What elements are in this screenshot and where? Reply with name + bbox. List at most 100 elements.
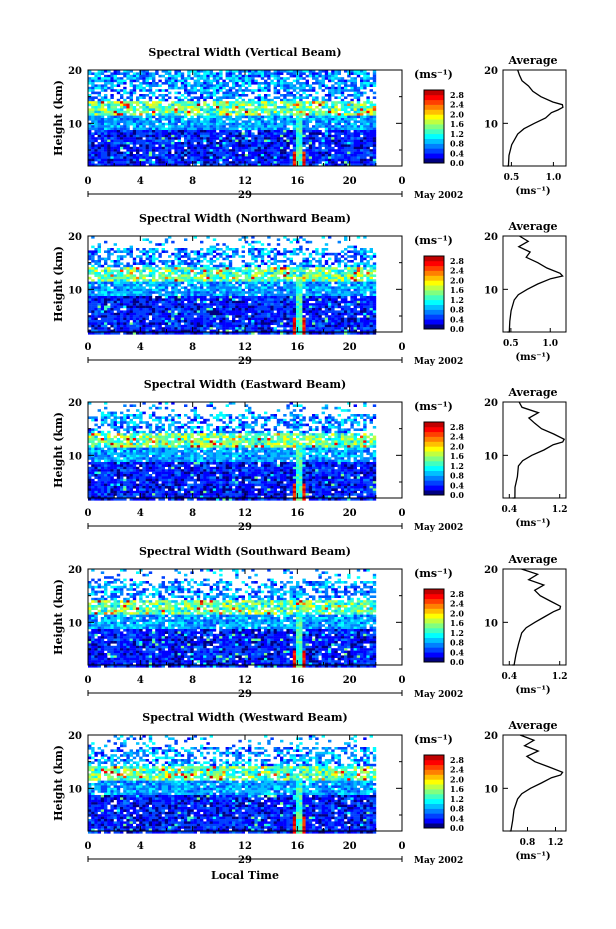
heatmap-cell	[107, 267, 111, 270]
heatmap-cell	[120, 72, 124, 75]
heatmap-cell	[136, 163, 140, 167]
heatmap-cell	[193, 70, 197, 73]
heatmap-cell	[248, 250, 252, 253]
heatmap-cell	[369, 130, 373, 133]
heatmap-cell	[91, 300, 95, 304]
heatmap-cell	[328, 134, 332, 138]
heatmap-cell	[344, 130, 348, 133]
heatmap-cell	[257, 98, 261, 102]
heatmap-cell	[328, 120, 332, 123]
heatmap-cell	[299, 137, 303, 140]
heatmap-cell	[225, 322, 229, 325]
heatmap-cell	[177, 305, 181, 309]
heatmap-cell	[100, 115, 105, 119]
heatmap-cell	[155, 108, 159, 111]
heatmap-cell	[222, 272, 226, 275]
heatmap-cell	[200, 305, 204, 309]
heatmap-cell	[158, 127, 162, 131]
heatmap-cell	[120, 120, 124, 123]
heatmap-cell	[196, 281, 201, 285]
heatmap-cell	[196, 82, 201, 85]
heatmap-cell	[180, 94, 185, 97]
heatmap-cell	[321, 134, 325, 138]
heatmap-cell	[184, 106, 188, 109]
heatmap-cell	[228, 110, 233, 114]
heatmap-cell	[158, 308, 162, 311]
heatmap-cell	[104, 312, 108, 316]
heatmap-cell	[283, 144, 287, 147]
heatmap-cell	[260, 120, 265, 123]
heatmap-cell	[152, 262, 156, 265]
heatmap-cell	[116, 154, 121, 157]
heatmap-cell	[190, 288, 194, 292]
heatmap-cell	[216, 74, 220, 78]
heatmap-cell	[209, 163, 213, 167]
heatmap-cell	[161, 142, 165, 145]
heatmap-cell	[286, 154, 290, 157]
heatmap-cell	[107, 320, 111, 323]
heatmap-cell	[94, 132, 98, 135]
heatmap-cell	[139, 77, 143, 80]
heatmap-cell	[206, 310, 210, 313]
heatmap-cell	[126, 332, 130, 335]
heatmap-cell	[270, 279, 274, 282]
heatmap-cell	[190, 312, 194, 316]
heatmap-cell	[206, 151, 210, 155]
heatmap-cell	[206, 308, 210, 311]
heatmap-cell	[142, 327, 146, 330]
heatmap-cell	[308, 106, 313, 109]
heatmap-cell	[308, 115, 313, 119]
heatmap-cell	[212, 329, 217, 333]
heatmap-cell	[321, 144, 325, 147]
heatmap-cell	[107, 137, 111, 140]
heatmap-cell	[113, 264, 117, 268]
heatmap-cell	[168, 154, 172, 157]
heatmap-cell	[305, 158, 309, 162]
heatmap-cell	[200, 137, 204, 140]
heatmap-cell	[168, 91, 172, 95]
heatmap-cell	[100, 89, 105, 92]
heatmap-cell	[212, 84, 217, 87]
heatmap-cell	[289, 110, 293, 114]
heatmap-cell	[196, 317, 201, 321]
heatmap-cell	[123, 132, 127, 135]
heatmap-cell	[296, 96, 300, 99]
heatmap-cell	[206, 158, 210, 162]
heatmap-cell	[171, 82, 175, 85]
heatmap-cell	[312, 89, 316, 92]
heatmap-cell	[254, 158, 258, 162]
heatmap-cell	[136, 103, 140, 107]
heatmap-cell	[142, 262, 146, 265]
heatmap-cell	[187, 267, 191, 270]
heatmap-cell	[302, 125, 306, 128]
heatmap-cell	[283, 82, 287, 85]
heatmap-cell	[251, 240, 255, 244]
heatmap-cell	[267, 139, 271, 143]
heatmap-cell	[222, 310, 226, 313]
heatmap-cell	[238, 310, 242, 313]
heatmap-cell	[123, 91, 127, 95]
heatmap-cell	[97, 260, 101, 263]
heatmap-cell	[200, 248, 204, 251]
heatmap-cell	[350, 108, 354, 111]
heatmap-cell	[113, 103, 117, 107]
heatmap-cell	[366, 108, 370, 111]
heatmap-cell	[180, 130, 185, 133]
heatmap-cell	[139, 260, 143, 263]
heatmap-cell	[136, 74, 140, 78]
heatmap-cell	[171, 134, 175, 138]
heatmap-cell	[158, 154, 162, 157]
heatmap-cell	[254, 329, 258, 333]
heatmap-cell	[219, 317, 223, 321]
heatmap-cell	[257, 125, 261, 128]
heatmap-cell	[180, 151, 185, 155]
heatmap-cell	[222, 257, 226, 261]
heatmap-cell	[216, 248, 220, 251]
heatmap-cell	[244, 332, 249, 335]
heatmap-cell	[132, 276, 137, 280]
heatmap-cell	[219, 264, 223, 268]
heatmap-cell	[251, 332, 255, 335]
heatmap-cell	[145, 149, 149, 152]
heatmap-cell	[248, 281, 252, 285]
heatmap-cell	[264, 94, 268, 97]
